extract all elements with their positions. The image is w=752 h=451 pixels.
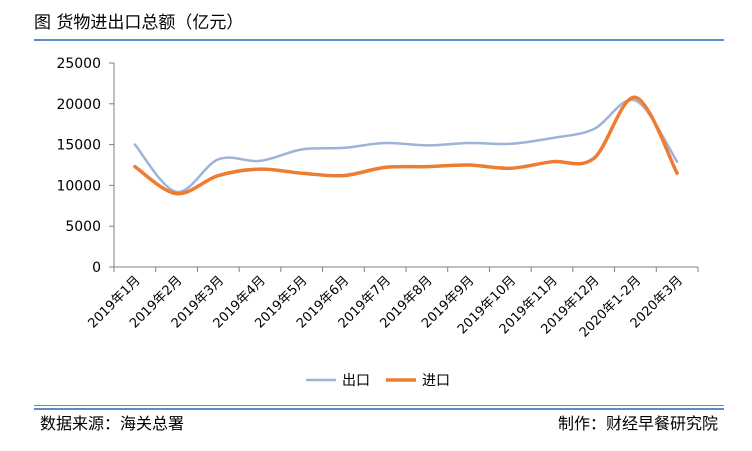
y-tick-label: 0 xyxy=(92,260,101,276)
title-divider xyxy=(34,39,724,41)
series-lines xyxy=(133,95,679,196)
footer-divider-thin xyxy=(34,405,724,406)
y-tick-label: 15000 xyxy=(56,138,101,154)
source-note: 数据来源：海关总署 xyxy=(40,414,185,433)
legend: 出口 进口 xyxy=(306,373,450,389)
series-line-2 xyxy=(133,95,679,196)
x-axis: 2019年1月2019年2月2019年3月2019年4月2019年5月2019年… xyxy=(85,266,699,341)
legend-label: 进口 xyxy=(422,373,450,389)
producer-note: 制作：财经早餐研究院 xyxy=(557,414,718,433)
y-tick-label: 10000 xyxy=(56,178,101,194)
legend-label: 出口 xyxy=(342,373,370,389)
y-axis: 0 5000 10000 15000 20000 25000 xyxy=(56,56,115,276)
y-tick-label: 5000 xyxy=(65,219,101,235)
y-tick-label: 25000 xyxy=(56,56,101,72)
footer-divider-thick xyxy=(34,408,724,410)
y-tick-label: 20000 xyxy=(56,97,101,113)
chart-title: 图 货物进出口总额（亿元） xyxy=(34,13,244,33)
series-line-1 xyxy=(133,98,679,194)
